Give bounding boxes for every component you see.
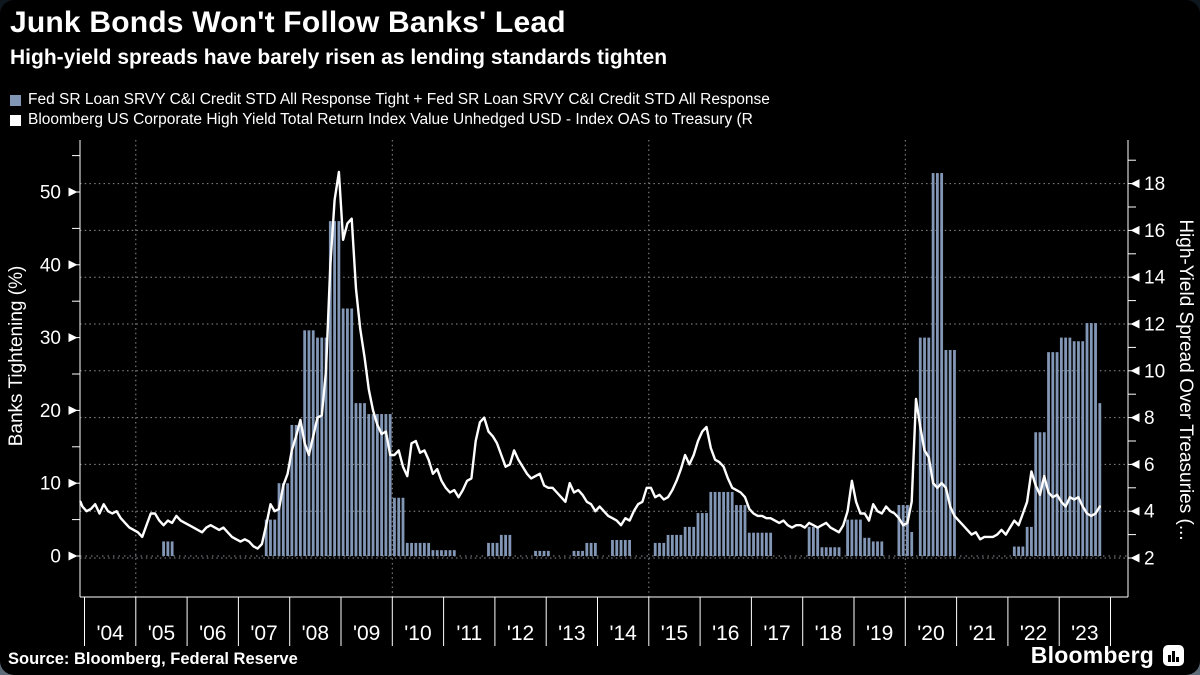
- x-tick-label: '21: [969, 622, 996, 645]
- right-tick-pointer-icon: [1130, 272, 1140, 282]
- right-tick-label: 14: [1144, 268, 1166, 289]
- x-tick-label: '22: [1020, 622, 1047, 645]
- x-tick-label: '23: [1071, 622, 1098, 645]
- header: Junk Bonds Won't Follow Banks' Lead High…: [10, 4, 667, 70]
- axis-labels: 0 10 20 30 40 50 2 4 6 8 10 12 14 16 18 '04 '05 '06 '07 '08…: [6, 174, 1196, 645]
- x-tick-label: '13: [558, 622, 585, 645]
- x-tick-label: '18: [815, 622, 842, 645]
- bars-series: [162, 173, 1102, 556]
- left-axis-title: Banks Tightening (%): [6, 266, 27, 447]
- legend-label-bars: Fed SR Loan SRVY C&I Credit STD All Resp…: [28, 91, 770, 108]
- right-tick-pointer-icon: [1130, 459, 1140, 469]
- x-tick-label: '15: [661, 622, 688, 645]
- right-tick-pointer-icon: [1130, 413, 1140, 423]
- page-subtitle: High-yield spreads have barely risen as …: [10, 45, 668, 69]
- left-tick-pointer-icon: [68, 260, 78, 270]
- left-tick-label: 10: [40, 474, 61, 495]
- left-tick-label: 40: [40, 255, 61, 276]
- x-tick-label: '14: [609, 622, 637, 645]
- bloomberg-chart-icon: [1163, 645, 1184, 666]
- x-tick-label: '12: [507, 622, 534, 645]
- left-tick-pointer-icon: [68, 405, 78, 415]
- x-tick-label: '09: [353, 622, 380, 645]
- left-tick-label: 30: [40, 328, 61, 349]
- right-tick-label: 18: [1144, 174, 1165, 195]
- right-tick-pointer-icon: [1130, 506, 1140, 516]
- bar-series-swatch-icon: [10, 94, 21, 106]
- right-tick-pointer-icon: [1130, 553, 1140, 563]
- legend-label-line: Bloomberg US Corporate High Yield Total …: [28, 111, 753, 128]
- source-note: Source: Bloomberg, Federal Reserve: [8, 650, 298, 668]
- right-axis-title: High-Yield Spread Over Treasuries (...: [1175, 219, 1196, 540]
- right-tick-pointer-icon: [1130, 179, 1140, 189]
- legend: Fed SR Loan SRVY C&I Credit STD All Resp…: [10, 90, 770, 130]
- x-tick-label: '05: [148, 622, 175, 645]
- left-tick-pointer-icon: [68, 187, 78, 197]
- x-tick-label: '04: [96, 622, 124, 645]
- x-tick-label: '11: [456, 622, 482, 645]
- right-tick-pointer-icon: [1130, 225, 1140, 235]
- right-tick-label: 4: [1144, 502, 1155, 523]
- x-tick-label: '07: [250, 622, 277, 645]
- x-tick-label: '10: [404, 622, 431, 645]
- right-tick-label: 16: [1144, 221, 1165, 242]
- x-tick-label: '19: [866, 622, 893, 645]
- left-tick-pointer-icon: [68, 551, 78, 561]
- right-tick-label: 10: [1144, 361, 1165, 382]
- left-tick-label: 0: [50, 547, 61, 568]
- right-tick-pointer-icon: [1130, 319, 1140, 329]
- left-tick-label: 20: [40, 401, 61, 422]
- right-tick-label: 2: [1144, 549, 1155, 570]
- right-tick-label: 8: [1144, 408, 1155, 429]
- legend-item-line: Bloomberg US Corporate High Yield Total …: [10, 110, 770, 130]
- page-title: Junk Bonds Won't Follow Banks' Lead: [10, 6, 566, 39]
- legend-item-bars: Fed SR Loan SRVY C&I Credit STD All Resp…: [10, 90, 770, 110]
- bloomberg-logo: Bloomberg: [1031, 642, 1184, 669]
- right-tick-label: 6: [1144, 455, 1155, 476]
- x-tick-label: '17: [763, 622, 790, 645]
- left-tick-label: 50: [40, 183, 61, 204]
- gridlines: [80, 140, 1128, 597]
- x-tick-label: '08: [302, 622, 329, 645]
- x-tick-label: '06: [199, 622, 226, 645]
- left-tick-pointer-icon: [68, 478, 78, 488]
- x-tick-label: '16: [712, 622, 739, 645]
- bloomberg-wordmark: Bloomberg: [1030, 642, 1154, 668]
- spread-line: [79, 170, 1102, 550]
- right-tick-label: 12: [1144, 315, 1165, 336]
- x-tick-label: '20: [917, 622, 944, 645]
- right-tick-pointer-icon: [1130, 366, 1140, 376]
- line-series-swatch-icon: [10, 114, 21, 126]
- axes: [72, 140, 1136, 646]
- left-tick-pointer-icon: [68, 333, 78, 343]
